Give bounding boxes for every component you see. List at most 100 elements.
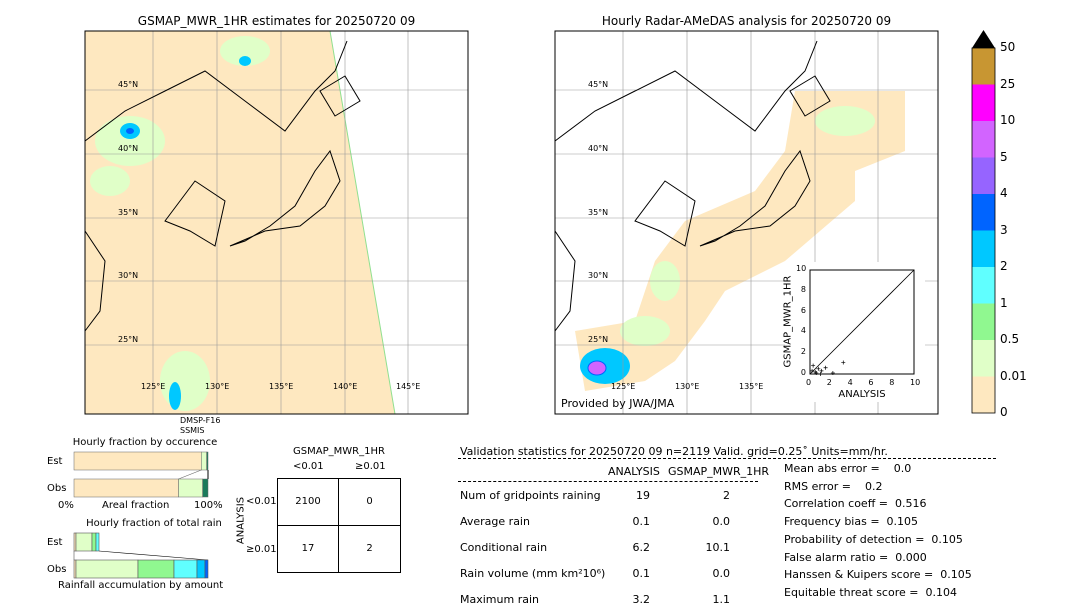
x-tick: 10 — [910, 378, 921, 387]
colorbar-label: 0 — [1000, 405, 1008, 419]
y-tick: 2 — [800, 347, 806, 357]
colorbar-segment — [972, 230, 995, 267]
sensor-label: DMSP-F16 — [180, 416, 221, 425]
scatter-point — [830, 370, 835, 375]
colorbar-segment — [972, 340, 995, 377]
scatter-point — [814, 370, 819, 375]
stat-analysis: 0.1 — [632, 515, 651, 528]
stat-label: Maximum rain — [460, 593, 539, 606]
row-label: <0.01 — [246, 496, 277, 507]
stat-label: Num of gridpoints raining — [460, 489, 601, 502]
occurrence-bar-segment — [73, 478, 179, 498]
colorbar-label: 4 — [1000, 186, 1008, 200]
lat-label: 40°N — [588, 144, 609, 153]
lon-label: 140°E — [333, 382, 358, 391]
scatter-plot — [809, 269, 915, 376]
x-tick: 6 — [868, 378, 874, 387]
stat-gsmap: 2 — [723, 489, 730, 502]
stat-gsmap: 0.0 — [712, 567, 731, 580]
lon-label: 130°E — [675, 382, 700, 391]
colorbar-label: 10 — [1000, 113, 1016, 127]
occurrence-bar-segment — [178, 478, 203, 498]
obs-label: Obs — [47, 483, 67, 494]
occurrence-bar-segment — [206, 451, 209, 471]
colorbar-label: 50 — [1000, 40, 1016, 54]
stat-label: Conditional rain — [460, 541, 548, 554]
lon-label: 135°E — [739, 382, 764, 391]
scatter-point — [811, 363, 816, 368]
occurrence-bar-segment — [202, 478, 209, 498]
lat-label: 25°N — [588, 335, 609, 344]
total-rain-title: Hourly fraction of total rain — [86, 518, 222, 529]
score-item: Hanssen & Kuipers score = 0.105 — [784, 568, 972, 582]
colorbar — [971, 30, 996, 414]
contingency-table: 2100 0 17 2 — [277, 478, 401, 573]
est-label: Est — [47, 456, 63, 467]
colorbar-label: 5 — [1000, 149, 1008, 164]
colorbar-segment — [972, 121, 995, 158]
scatter-point — [819, 368, 824, 373]
col-label: <0.01 — [293, 461, 324, 472]
sensor-label: SSMIS — [180, 426, 205, 435]
lat-label: 45°N — [118, 80, 139, 89]
y-tick: 10 — [796, 264, 807, 273]
stat-label: Average rain — [460, 515, 530, 528]
colorbar-segment — [972, 267, 995, 304]
lat-label: 25°N — [118, 335, 139, 344]
score-item: RMS error = 0.2 — [784, 479, 883, 493]
score-item: Equitable threat score = 0.104 — [784, 585, 957, 599]
col-gsmap: GSMAP_MWR_1HR — [668, 465, 770, 478]
y-tick: 0 — [800, 368, 806, 377]
colorbar-segment — [972, 157, 995, 194]
lat-label: 30°N — [588, 271, 609, 280]
tick-100pct: 100% — [194, 500, 223, 511]
stat-gsmap: 1.1 — [712, 593, 731, 606]
colorbar-label: 0.5 — [1000, 332, 1020, 346]
colorbar-extend — [972, 30, 995, 48]
lat-label: 30°N — [118, 271, 139, 280]
scatter-xlabel: ANALYSIS — [838, 389, 886, 400]
scatter-ylabel: GSMAP_MWR_1HR — [782, 275, 794, 368]
cell: 0 — [339, 479, 400, 526]
stat-analysis: 6.2 — [632, 541, 651, 554]
cell: 2 — [366, 543, 373, 555]
cell: 17 — [278, 525, 339, 572]
colorbar-segment — [972, 303, 995, 340]
lon-label: 130°E — [205, 382, 230, 391]
stats-header: Validation statistics for 20250720 09 n=… — [460, 445, 888, 458]
credit-label: Provided by JWA/JMA — [561, 397, 675, 410]
lat-label: 35°N — [588, 208, 609, 217]
colorbar-segment — [972, 376, 995, 413]
stat-analysis: 19 — [636, 489, 650, 502]
x-tick: 0 — [806, 378, 812, 387]
occurrence-bar-segment — [201, 451, 207, 471]
scatter-point — [816, 366, 821, 371]
x-tick: 2 — [826, 378, 832, 387]
stat-analysis: 0.1 — [632, 567, 651, 580]
right-map-title: Hourly Radar-AMeDAS analysis for 2025072… — [601, 14, 892, 28]
colorbar-label: 3 — [1000, 222, 1008, 237]
left-map-title: GSMAP_MWR_1HR estimates for 20250720 09 — [137, 14, 416, 28]
stat-analysis: 3.2 — [632, 593, 651, 606]
contingency-title: GSMAP_MWR_1HR — [293, 446, 385, 457]
col-analysis: ANALYSIS — [608, 465, 660, 478]
colorbar-segment — [972, 84, 995, 121]
colorbar-label: 1 — [1000, 295, 1008, 310]
lat-label: 35°N — [118, 208, 139, 217]
y-tick: 4 — [800, 326, 806, 336]
cell: 2100 — [278, 479, 339, 526]
occurrence-title: Hourly fraction by occurence — [72, 437, 218, 448]
stat-gsmap: 10.1 — [705, 541, 731, 554]
occurrence-bars — [73, 451, 209, 498]
lon-label: 145°E — [396, 382, 421, 391]
scatter-point — [823, 365, 828, 370]
stat-label: Rain volume (mm km²10⁶) — [460, 567, 606, 580]
y-tick: 8 — [800, 284, 806, 294]
row-label: ≥0.01 — [246, 544, 277, 555]
colorbar-segment — [972, 194, 995, 231]
obs-label: Obs — [47, 564, 67, 575]
scatter-point — [810, 368, 815, 373]
rain-accum-label: Rainfall accumulation by amount — [58, 580, 224, 591]
lon-label: 125°E — [141, 382, 166, 391]
tick-0pct: 0% — [58, 500, 74, 511]
